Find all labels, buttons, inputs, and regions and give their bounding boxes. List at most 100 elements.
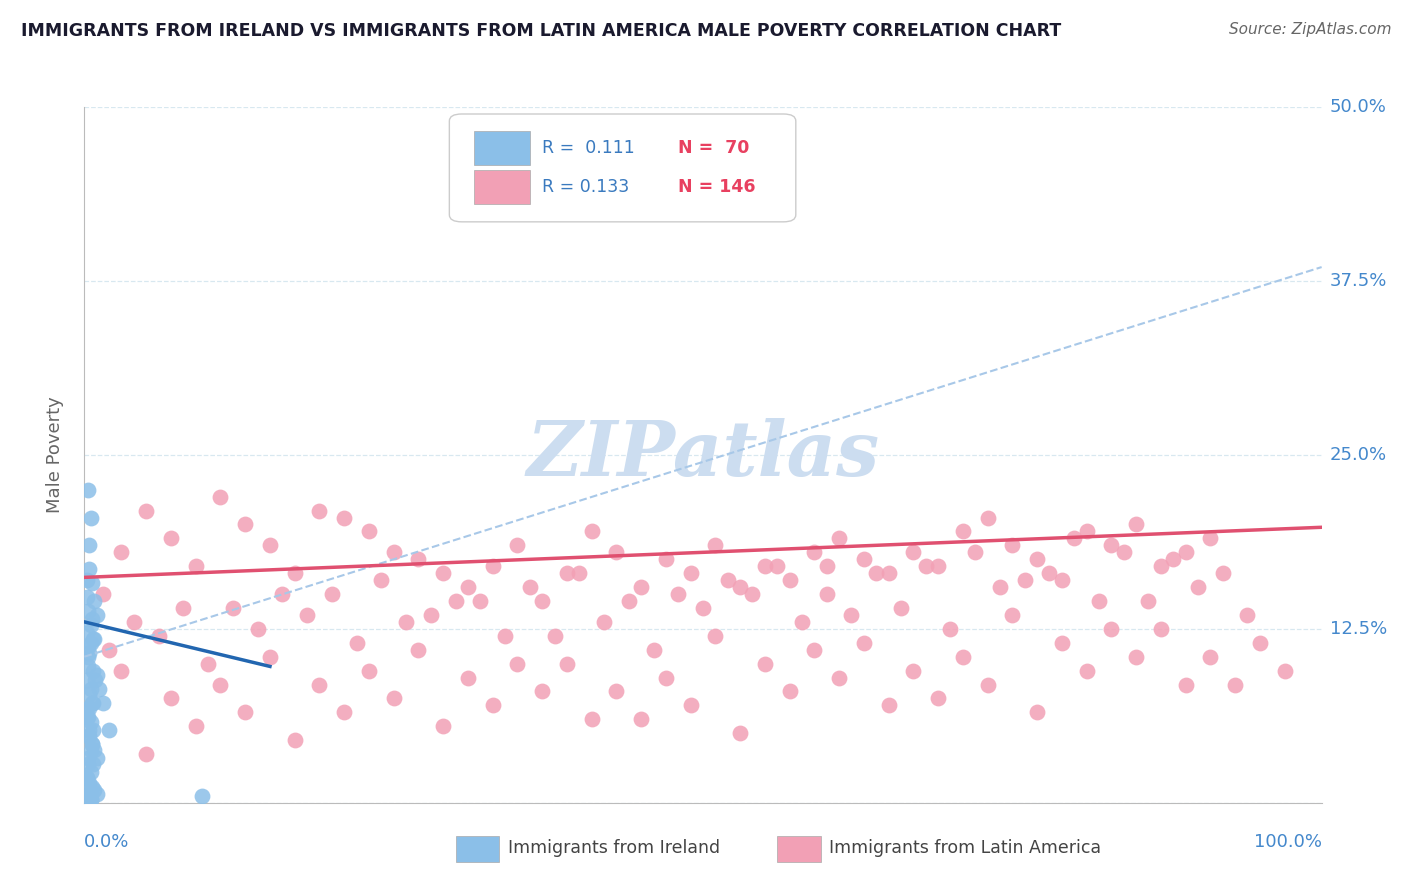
Point — [457, 671, 479, 685]
Point — [76, 626, 98, 640]
Point — [543, 629, 565, 643]
Point — [643, 642, 665, 657]
Point — [76, 791, 98, 805]
Point — [679, 698, 702, 713]
Point — [79, 562, 101, 576]
Point — [284, 733, 307, 747]
Point — [209, 490, 232, 504]
Point — [581, 712, 603, 726]
Point — [197, 657, 219, 671]
Point — [605, 684, 627, 698]
Point — [76, 795, 98, 809]
Point — [83, 783, 105, 797]
Point — [555, 566, 578, 581]
Point — [1050, 636, 1073, 650]
Point — [457, 580, 479, 594]
Point — [1150, 622, 1173, 636]
Point — [877, 698, 900, 713]
Point — [308, 503, 330, 517]
Bar — [474, 131, 530, 165]
Point — [939, 622, 962, 636]
Point — [790, 615, 813, 629]
Y-axis label: Male Poverty: Male Poverty — [45, 397, 63, 513]
Point — [184, 559, 207, 574]
Point — [1125, 649, 1147, 664]
Point — [1174, 677, 1197, 691]
Point — [1088, 594, 1111, 608]
Point — [555, 657, 578, 671]
Point — [754, 559, 776, 574]
Point — [76, 771, 98, 785]
Point — [76, 573, 98, 587]
Point — [1249, 636, 1271, 650]
Point — [815, 587, 838, 601]
Point — [79, 729, 101, 743]
Point — [1014, 573, 1036, 587]
Point — [79, 636, 101, 650]
Point — [333, 706, 356, 720]
Point — [284, 566, 307, 581]
Point — [135, 503, 157, 517]
Point — [80, 576, 103, 591]
Point — [77, 659, 100, 673]
Point — [728, 580, 751, 594]
Point — [79, 687, 101, 701]
Point — [1199, 532, 1222, 546]
Point — [1026, 706, 1049, 720]
Point — [655, 671, 678, 685]
Point — [79, 617, 101, 632]
Point — [927, 691, 949, 706]
Point — [110, 545, 132, 559]
Point — [82, 723, 104, 738]
Point — [357, 524, 380, 539]
Point — [77, 649, 100, 664]
Text: 0.0%: 0.0% — [84, 833, 129, 851]
Text: 12.5%: 12.5% — [1330, 620, 1388, 638]
Point — [630, 712, 652, 726]
Point — [89, 681, 111, 696]
Point — [1199, 649, 1222, 664]
Point — [346, 636, 368, 650]
Text: 37.5%: 37.5% — [1330, 272, 1388, 290]
Point — [1063, 532, 1085, 546]
Point — [77, 795, 100, 809]
Point — [246, 622, 269, 636]
Point — [76, 590, 98, 604]
Point — [79, 765, 101, 780]
Point — [1125, 517, 1147, 532]
Point — [470, 594, 492, 608]
Point — [77, 640, 100, 654]
Point — [754, 657, 776, 671]
Point — [172, 601, 194, 615]
Point — [408, 642, 430, 657]
Point — [815, 559, 838, 574]
Point — [76, 709, 98, 723]
Point — [877, 566, 900, 581]
Point — [79, 791, 101, 805]
Text: R =  0.111: R = 0.111 — [543, 139, 636, 157]
Text: Immigrants from Ireland: Immigrants from Ireland — [508, 839, 720, 857]
Point — [79, 701, 101, 715]
Point — [828, 671, 851, 685]
Point — [531, 684, 554, 698]
Point — [679, 566, 702, 581]
Point — [76, 673, 98, 688]
Point — [988, 580, 1011, 594]
Point — [766, 559, 789, 574]
Point — [160, 532, 183, 546]
Text: R = 0.133: R = 0.133 — [543, 178, 630, 196]
Point — [79, 788, 101, 802]
Text: Immigrants from Latin America: Immigrants from Latin America — [830, 839, 1101, 857]
Point — [1076, 524, 1098, 539]
Point — [271, 587, 294, 601]
Point — [191, 789, 214, 803]
Point — [76, 701, 98, 715]
Point — [382, 691, 405, 706]
Point — [444, 594, 467, 608]
Point — [86, 788, 108, 802]
Point — [927, 559, 949, 574]
Point — [80, 737, 103, 751]
Point — [617, 594, 640, 608]
Point — [77, 604, 100, 618]
Point — [630, 580, 652, 594]
